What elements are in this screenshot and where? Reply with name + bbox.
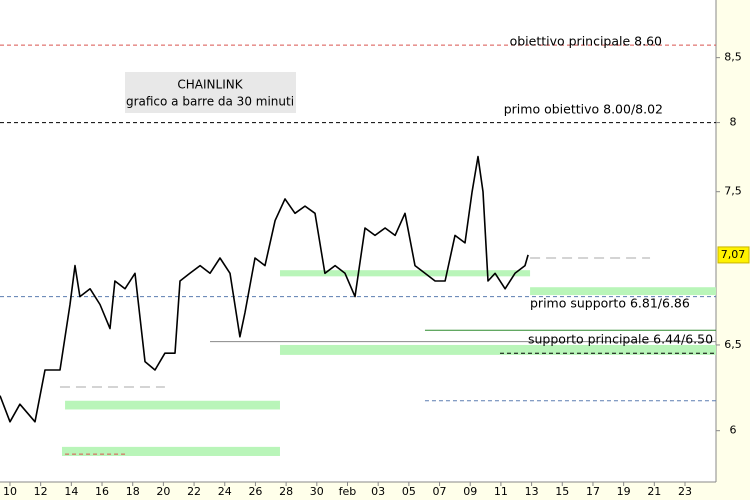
x-tick-label: 12 [34,485,48,498]
x-tick-label: 07 [433,485,447,498]
y-tick-label: 8 [730,116,737,129]
x-tick-label: 14 [64,485,78,498]
x-tick-label: 24 [218,485,232,498]
levels [0,44,716,456]
y-tick-label: 8,5 [724,51,742,64]
x-axis-panel [0,482,750,500]
last-price-label: 7,07 [721,248,746,261]
x-tick-label: 22 [187,485,201,498]
x-tick-label: 05 [402,485,416,498]
x-tick-label: 03 [371,485,385,498]
x-tick-label: 17 [586,485,600,498]
zone [530,287,716,296]
x-tick-label: feb [339,485,357,498]
zone [65,400,280,410]
x-tick-label: 13 [525,485,539,498]
level-label: supporto principale 6.44/6.50 [528,332,713,347]
x-tick-label: 15 [555,485,569,498]
x-tick-label: 28 [279,485,293,498]
plot [0,155,529,423]
x-tick-label: 23 [678,485,692,498]
zone [279,344,716,355]
zone [61,446,280,456]
chart-subtitle: grafico a barre da 30 minuti [126,95,294,109]
y-tick-label: 6,5 [724,338,742,351]
x-tick-label: 26 [248,485,262,498]
x-tick-label: 20 [156,485,170,498]
x-tick-label: 19 [617,485,631,498]
y-tick-label: 6 [730,424,737,437]
last-price-box [717,246,750,264]
level-label: primo obiettivo 8.00/8.02 [504,102,663,117]
zone [279,270,531,277]
x-tick-label: 30 [310,485,324,498]
x-tick-label: 18 [126,485,140,498]
x-tick-label: 16 [95,485,109,498]
x-tick-label: 10 [3,485,17,498]
x-tick-label: 09 [463,485,477,498]
chart-title: CHAINLINK [177,78,243,92]
y-tick-label: 7,5 [724,185,742,198]
title-box [125,72,296,113]
level-label: primo supporto 6.81/6.86 [530,296,690,311]
x-tick-label: 11 [494,485,508,498]
level-label: obiettivo principale 8.60 [510,34,662,49]
x-tick-label: 21 [647,485,661,498]
price-line [0,155,529,423]
